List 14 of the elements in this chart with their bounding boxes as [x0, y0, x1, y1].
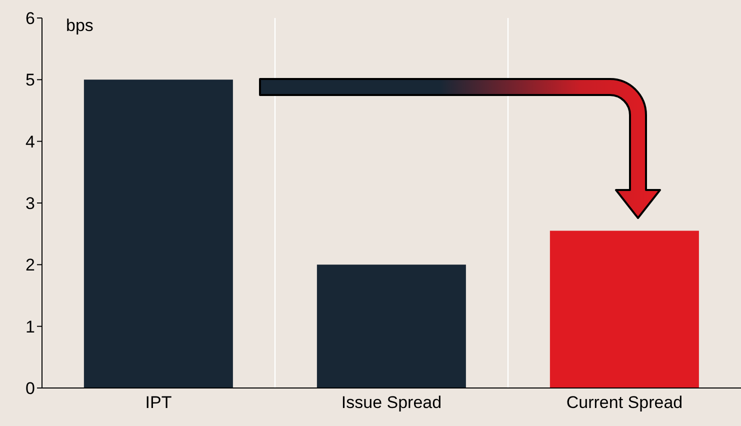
x-tick-label: IPT — [145, 393, 172, 412]
y-tick-label: 4 — [26, 132, 35, 152]
x-tick-label: Current Spread — [566, 393, 683, 412]
y-tick-label: 0 — [26, 379, 35, 398]
bar — [84, 80, 233, 388]
y-tick-label: 1 — [26, 317, 35, 336]
y-tick-label: 3 — [26, 194, 35, 214]
x-tick-label: Issue Spread — [341, 393, 442, 412]
y-tick-label: 6 — [26, 9, 35, 28]
y-tick-label: 5 — [26, 70, 35, 90]
bar — [316, 264, 466, 388]
bar — [550, 230, 699, 388]
y-axis-title: bps — [66, 16, 94, 36]
y-tick-label: 2 — [26, 256, 35, 275]
